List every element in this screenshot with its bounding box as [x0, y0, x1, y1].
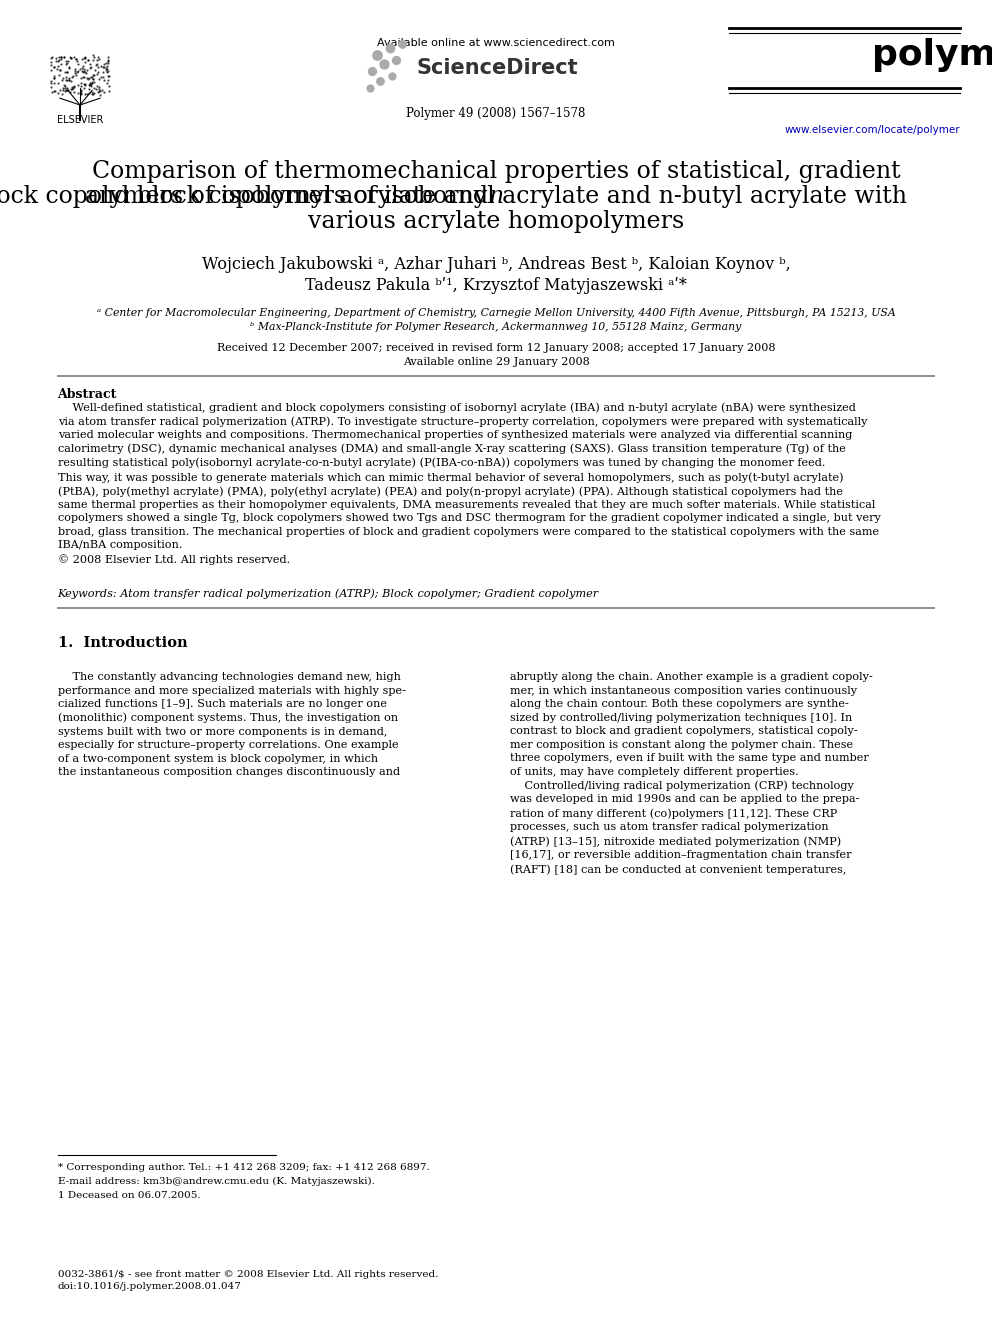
Text: * Corresponding author. Tel.: +1 412 268 3209; fax: +1 412 268 6897.: * Corresponding author. Tel.: +1 412 268… — [58, 1163, 430, 1172]
Text: 1 Deceased on 06.07.2005.: 1 Deceased on 06.07.2005. — [58, 1191, 200, 1200]
Point — [388, 49, 404, 70]
Text: polymer: polymer — [872, 38, 992, 71]
Text: 0032-3861/$ - see front matter © 2008 Elsevier Ltd. All rights reserved.
doi:10.: 0032-3861/$ - see front matter © 2008 El… — [58, 1270, 437, 1291]
Text: Tadeusz Pakula ᵇʹ¹, Krzysztof Matyjaszewski ᵃʹ*: Tadeusz Pakula ᵇʹ¹, Krzysztof Matyjaszew… — [306, 277, 686, 294]
Text: and block copolymers of isobornyl acrylate and n-butyl acrylate with: and block copolymers of isobornyl acryla… — [85, 185, 907, 208]
Text: Wojciech Jakubowski ᵃ, Azhar Juhari ᵇ, Andreas Best ᵇ, Kaloian Koynov ᵇ,: Wojciech Jakubowski ᵃ, Azhar Juhari ᵇ, A… — [201, 255, 791, 273]
Point — [369, 44, 385, 65]
Text: Keywords: Atom transfer radical polymerization (ATRP); Block copolymer; Gradient: Keywords: Atom transfer radical polymeri… — [58, 587, 598, 598]
Point — [362, 77, 378, 98]
Point — [394, 33, 410, 54]
Text: Received 12 December 2007; received in revised form 12 January 2008; accepted 17: Received 12 December 2007; received in r… — [216, 343, 776, 353]
Text: Abstract: Abstract — [58, 388, 117, 401]
Text: 1.  Introduction: 1. Introduction — [58, 636, 187, 650]
Text: ELSEVIER: ELSEVIER — [57, 115, 103, 124]
Text: abruptly along the chain. Another example is a gradient copoly-
mer, in which in: abruptly along the chain. Another exampl… — [510, 672, 873, 875]
Point — [384, 65, 400, 86]
Point — [372, 70, 388, 91]
Text: ScienceDirect: ScienceDirect — [417, 58, 578, 78]
Text: E-mail address: km3b@andrew.cmu.edu (K. Matyjaszewski).: E-mail address: km3b@andrew.cmu.edu (K. … — [58, 1177, 374, 1187]
Text: various acrylate homopolymers: various acrylate homopolymers — [308, 210, 684, 233]
Point — [364, 60, 380, 81]
Text: Comparison of thermomechanical properties of statistical, gradient: Comparison of thermomechanical propertie… — [91, 160, 901, 183]
Text: Available online 29 January 2008: Available online 29 January 2008 — [403, 357, 589, 366]
Text: www.elsevier.com/locate/polymer: www.elsevier.com/locate/polymer — [785, 124, 960, 135]
Text: n: n — [488, 185, 504, 208]
Text: ᵃ Center for Macromolecular Engineering, Department of Chemistry, Carnegie Mello: ᵃ Center for Macromolecular Engineering,… — [96, 308, 896, 318]
Text: ᵇ Max-Planck-Institute for Polymer Research, Ackermannweg 10, 55128 Mainz, Germa: ᵇ Max-Planck-Institute for Polymer Resea… — [250, 321, 742, 332]
Point — [376, 53, 392, 74]
Text: Available online at www.sciencedirect.com: Available online at www.sciencedirect.co… — [377, 38, 615, 48]
Point — [382, 37, 398, 58]
Text: and block copolymers of isobornyl acrylate and: and block copolymers of isobornyl acryla… — [0, 185, 496, 208]
Text: The constantly advancing technologies demand new, high
performance and more spec: The constantly advancing technologies de… — [58, 672, 406, 778]
Text: Polymer 49 (2008) 1567–1578: Polymer 49 (2008) 1567–1578 — [407, 107, 585, 120]
Text: Well-defined statistical, gradient and block copolymers consisting of isobornyl : Well-defined statistical, gradient and b… — [58, 402, 881, 565]
